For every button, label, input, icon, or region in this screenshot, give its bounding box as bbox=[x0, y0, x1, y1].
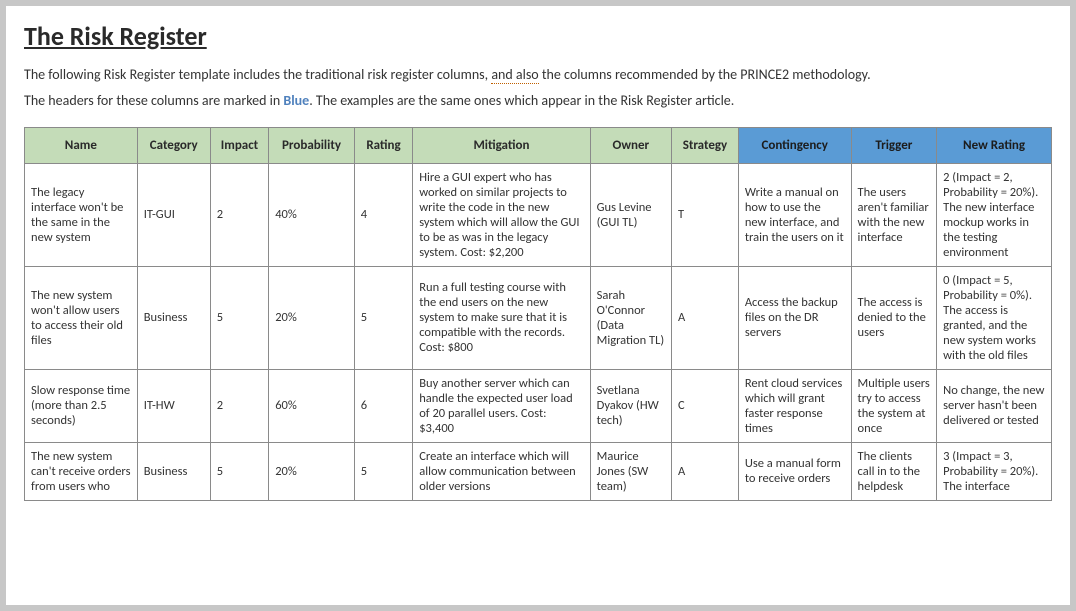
cell-strategy: A bbox=[672, 442, 739, 500]
cell-rating: 4 bbox=[354, 163, 412, 266]
cell-rating: 5 bbox=[354, 266, 412, 369]
cell-mitigation: Hire a GUI expert who has worked on simi… bbox=[413, 163, 590, 266]
table-row: Slow response time (more than 2.5 second… bbox=[25, 369, 1052, 442]
cell-new_rating: No change, the new server hasn't been de… bbox=[937, 369, 1052, 442]
col-header: Mitigation bbox=[413, 127, 590, 163]
table-row: The new system can't receive orders from… bbox=[25, 442, 1052, 500]
intro-line-2: The headers for these columns are marked… bbox=[24, 90, 1052, 112]
col-header: Trigger bbox=[851, 127, 937, 163]
cell-owner: Sarah O'Connor (Data Migration TL) bbox=[590, 266, 671, 369]
cell-impact: 5 bbox=[210, 266, 268, 369]
cell-contingency: Rent cloud services which will grant fas… bbox=[738, 369, 851, 442]
col-header: Category bbox=[137, 127, 210, 163]
cell-mitigation: Create an interface which will allow com… bbox=[413, 442, 590, 500]
cell-new_rating: 2 (Impact = 2, Probability = 20%). The n… bbox=[937, 163, 1052, 266]
col-header: Owner bbox=[590, 127, 671, 163]
cell-impact: 2 bbox=[210, 163, 268, 266]
cell-new_rating: 0 (Impact = 5, Probability = 0%). The ac… bbox=[937, 266, 1052, 369]
cell-probability: 20% bbox=[269, 442, 355, 500]
col-header: New Rating bbox=[937, 127, 1052, 163]
risk-register-table: NameCategoryImpactProbabilityRatingMitig… bbox=[24, 127, 1052, 501]
document-frame: The Risk Register The following Risk Reg… bbox=[0, 0, 1076, 611]
cell-name: The new system can't receive orders from… bbox=[25, 442, 138, 500]
table-body: The legacy interface won't be the same i… bbox=[25, 163, 1052, 500]
intro-1b: the columns recommended by the PRINCE2 m… bbox=[539, 66, 871, 83]
col-header: Rating bbox=[354, 127, 412, 163]
cell-name: The legacy interface won't be the same i… bbox=[25, 163, 138, 266]
cell-strategy: T bbox=[672, 163, 739, 266]
cell-impact: 2 bbox=[210, 369, 268, 442]
cell-category: Business bbox=[137, 266, 210, 369]
cell-owner: Svetlana Dyakov (HW tech) bbox=[590, 369, 671, 442]
intro-1a: The following Risk Register template inc… bbox=[24, 66, 491, 83]
header-row: NameCategoryImpactProbabilityRatingMitig… bbox=[25, 127, 1052, 163]
cell-name: Slow response time (more than 2.5 second… bbox=[25, 369, 138, 442]
col-header: Name bbox=[25, 127, 138, 163]
cell-trigger: The access is denied to the users bbox=[851, 266, 937, 369]
cell-probability: 60% bbox=[269, 369, 355, 442]
cell-contingency: Access the backup files on the DR server… bbox=[738, 266, 851, 369]
cell-mitigation: Run a full testing course with the end u… bbox=[413, 266, 590, 369]
cell-new_rating: 3 (Impact = 3, Probability = 20%). The i… bbox=[937, 442, 1052, 500]
cell-strategy: A bbox=[672, 266, 739, 369]
cell-owner: Gus Levine (GUI TL) bbox=[590, 163, 671, 266]
cell-rating: 6 bbox=[354, 369, 412, 442]
col-header: Probability bbox=[269, 127, 355, 163]
cell-trigger: The users aren't familiar with the new i… bbox=[851, 163, 937, 266]
cell-rating: 5 bbox=[354, 442, 412, 500]
page-title: The Risk Register bbox=[24, 20, 1052, 52]
col-header: Contingency bbox=[738, 127, 851, 163]
table-row: The legacy interface won't be the same i… bbox=[25, 163, 1052, 266]
cell-contingency: Use a manual form to receive orders bbox=[738, 442, 851, 500]
cell-probability: 20% bbox=[269, 266, 355, 369]
page: The Risk Register The following Risk Reg… bbox=[6, 6, 1070, 605]
cell-name: The new system won't allow users to acce… bbox=[25, 266, 138, 369]
intro-line-1: The following Risk Register template inc… bbox=[24, 64, 1052, 86]
cell-category: IT-HW bbox=[137, 369, 210, 442]
cell-category: IT-GUI bbox=[137, 163, 210, 266]
intro-2a: The headers for these columns are marked… bbox=[24, 92, 283, 109]
intro-2-blue: Blue bbox=[283, 92, 309, 109]
cell-probability: 40% bbox=[269, 163, 355, 266]
intro-2b: . The examples are the same ones which a… bbox=[309, 92, 734, 109]
intro-1-dotted: and also bbox=[491, 66, 538, 84]
cell-mitigation: Buy another server which can handle the … bbox=[413, 369, 590, 442]
cell-contingency: Write a manual on how to use the new int… bbox=[738, 163, 851, 266]
cell-category: Business bbox=[137, 442, 210, 500]
table-head: NameCategoryImpactProbabilityRatingMitig… bbox=[25, 127, 1052, 163]
cell-owner: Maurice Jones (SW team) bbox=[590, 442, 671, 500]
cell-impact: 5 bbox=[210, 442, 268, 500]
col-header: Impact bbox=[210, 127, 268, 163]
table-row: The new system won't allow users to acce… bbox=[25, 266, 1052, 369]
cell-trigger: Multiple users try to access the system … bbox=[851, 369, 937, 442]
cell-trigger: The clients call in to the helpdesk bbox=[851, 442, 937, 500]
col-header: Strategy bbox=[672, 127, 739, 163]
cell-strategy: C bbox=[672, 369, 739, 442]
